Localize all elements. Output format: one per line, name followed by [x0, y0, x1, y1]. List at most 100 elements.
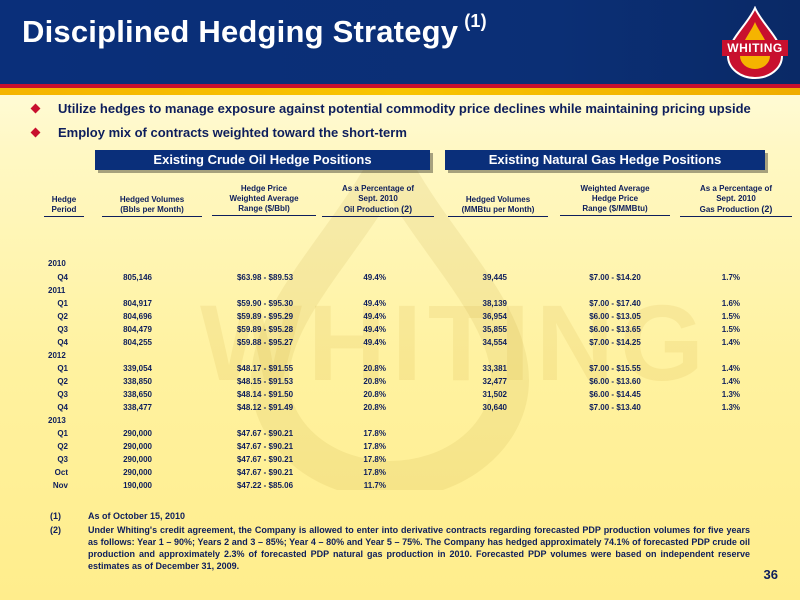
cell-gas-range: $6.00 - $14.45: [589, 390, 641, 399]
cell-period: Q1: [57, 364, 68, 373]
cell-oil-volume: 290,000: [123, 455, 152, 464]
cell-period: Q3: [57, 390, 68, 399]
cell-oil-range: $59.89 - $95.29: [236, 312, 294, 321]
cell-oil-pct: 49.4%: [363, 273, 386, 282]
cell-oil-volume: 338,650: [123, 390, 152, 399]
cell-gas-range: $7.00 - $14.20: [589, 273, 641, 282]
cell-oil-pct: 49.4%: [363, 338, 386, 347]
table-row: Q1 290,000 $47.67 - $90.21 17.8%: [0, 427, 800, 440]
col-header-oil-volume: Hedged Volumes (Bbls per Month): [102, 195, 202, 217]
cell-period: Nov: [52, 481, 68, 490]
cell-oil-volume: 805,146: [123, 273, 152, 282]
table-row: Q1 339,054 $48.17 - $91.55 20.8% 33,381 …: [0, 362, 800, 375]
year-row: 2010: [0, 257, 800, 270]
cell-oil-range: $47.67 - $90.21: [236, 442, 294, 451]
col-header-line: As a Percentage of: [699, 184, 773, 193]
cell-period: Oct: [54, 468, 68, 477]
logo-text: WHITING: [722, 40, 788, 56]
cell-oil-pct: 17.8%: [363, 429, 386, 438]
table-row: Q2 290,000 $47.67 - $90.21 17.8%: [0, 440, 800, 453]
watermark-drop-icon: [250, 150, 530, 490]
cell-period: Q2: [57, 377, 68, 386]
col-header-line: Weighted Average: [229, 194, 299, 203]
footnote: (1) As of October 15, 2010: [50, 510, 750, 522]
year-row: 2011: [0, 284, 800, 297]
col-header-period: Hedge Period: [44, 195, 84, 217]
table-row: Q4 805,146 $63.98 - $89.53 49.4% 39,445 …: [0, 271, 800, 284]
table-row: Q4 804,255 $59.88 - $95.27 49.4% 34,554 …: [0, 336, 800, 349]
col-header-line: Range ($/Bbl): [212, 204, 316, 216]
col-header-line: Hedge Price: [591, 194, 639, 203]
col-header-oil-range: Hedge Price Weighted Average Range ($/Bb…: [212, 184, 316, 216]
diamond-bullet-icon: [30, 127, 41, 138]
cell-oil-volume: 338,850: [123, 377, 152, 386]
col-header-gas-pct: As a Percentage of Sept. 2010 Gas Produc…: [680, 184, 792, 217]
col-header-line: Hedged Volumes: [465, 195, 531, 204]
cell-period: Q4: [57, 403, 68, 412]
year-row: 2012: [0, 349, 800, 362]
cell-oil-pct: 49.4%: [363, 325, 386, 334]
cell-oil-pct: 17.8%: [363, 468, 386, 477]
diamond-bullet-icon: [30, 103, 41, 114]
cell-period: Q1: [57, 299, 68, 308]
year-label: 2013: [48, 416, 66, 425]
cell-oil-volume: 804,696: [123, 312, 152, 321]
cell-oil-range: $48.12 - $91.49: [236, 403, 294, 412]
col-header-line: Period: [44, 205, 84, 217]
bullet-item: Employ mix of contracts weighted toward …: [28, 124, 751, 148]
table-row: Oct 290,000 $47.67 - $90.21 17.8%: [0, 466, 800, 479]
cell-oil-pct: 20.8%: [363, 364, 386, 373]
cell-gas-range: $7.00 - $14.25: [589, 338, 641, 347]
footnote-number: (2): [50, 525, 61, 535]
cell-gas-range: $6.00 - $13.60: [589, 377, 641, 386]
cell-period: Q2: [57, 442, 68, 451]
col-header-line: Hedge Price: [240, 184, 288, 193]
bullet-item: Utilize hedges to manage exposure agains…: [28, 100, 751, 124]
cell-oil-pct: 17.8%: [363, 455, 386, 464]
oil-section-header: Existing Crude Oil Hedge Positions: [95, 150, 430, 170]
cell-oil-range: $59.89 - $95.28: [236, 325, 294, 334]
table-row: Q3 804,479 $59.89 - $95.28 49.4% 35,855 …: [0, 323, 800, 336]
cell-oil-pct: 49.4%: [363, 312, 386, 321]
cell-gas-volume: 32,477: [482, 377, 507, 386]
title-footnote-ref: (1): [464, 10, 487, 31]
table-row: Nov 190,000 $47.22 - $85.06 11.7%: [0, 479, 800, 492]
page-number: 36: [763, 567, 778, 582]
cell-oil-range: $47.67 - $90.21: [236, 429, 294, 438]
cell-gas-volume: 33,381: [482, 364, 507, 373]
col-header-gas-range: Weighted Average Hedge Price Range ($/MM…: [560, 184, 670, 216]
cell-oil-pct: 49.4%: [363, 299, 386, 308]
header-gold-stripe: [0, 88, 800, 95]
slide-title: Disciplined Hedging Strategy (1): [22, 10, 487, 50]
cell-oil-pct: 11.7%: [363, 481, 386, 490]
footnote-number: (1): [50, 511, 61, 521]
table-row: Q4 338,477 $48.12 - $91.49 20.8% 30,640 …: [0, 401, 800, 414]
cell-gas-pct: 1.3%: [721, 403, 740, 412]
col-header-line: Gas Production: [699, 205, 760, 214]
table-row: Q3 338,650 $48.14 - $91.50 20.8% 31,502 …: [0, 388, 800, 401]
cell-period: Q3: [57, 455, 68, 464]
col-header-line: Sept. 2010: [716, 194, 756, 203]
cell-oil-range: $59.88 - $95.27: [236, 338, 294, 347]
cell-oil-range: $63.98 - $89.53: [236, 273, 294, 282]
year-row: 2013: [0, 414, 800, 427]
cell-gas-range: $7.00 - $17.40: [589, 299, 641, 308]
cell-oil-pct: 20.8%: [363, 390, 386, 399]
cell-oil-volume: 338,477: [123, 403, 152, 412]
slide-header: Disciplined Hedging Strategy (1) WHITING: [0, 0, 800, 84]
col-header-oil-pct: As a Percentage of Sept. 2010 Oil Produc…: [322, 184, 434, 217]
cell-gas-range: $7.00 - $13.40: [589, 403, 641, 412]
cell-period: Q3: [57, 325, 68, 334]
slide-title-text: Disciplined Hedging Strategy: [22, 14, 459, 49]
cell-oil-range: $48.15 - $91.53: [236, 377, 294, 386]
footnote-text: As of October 15, 2010: [88, 511, 186, 521]
col-header-line: Hedged Volumes: [119, 195, 185, 204]
cell-gas-pct: 1.4%: [721, 364, 740, 373]
bullet-text: Employ mix of contracts weighted toward …: [58, 125, 407, 140]
col-header-line: Weighted Average: [580, 184, 650, 193]
cell-oil-range: $47.22 - $85.06: [236, 481, 294, 490]
cell-oil-pct: 17.8%: [363, 442, 386, 451]
year-label: 2012: [48, 351, 66, 360]
cell-oil-range: $47.67 - $90.21: [236, 455, 294, 464]
footnote-ref: (2): [401, 204, 413, 214]
